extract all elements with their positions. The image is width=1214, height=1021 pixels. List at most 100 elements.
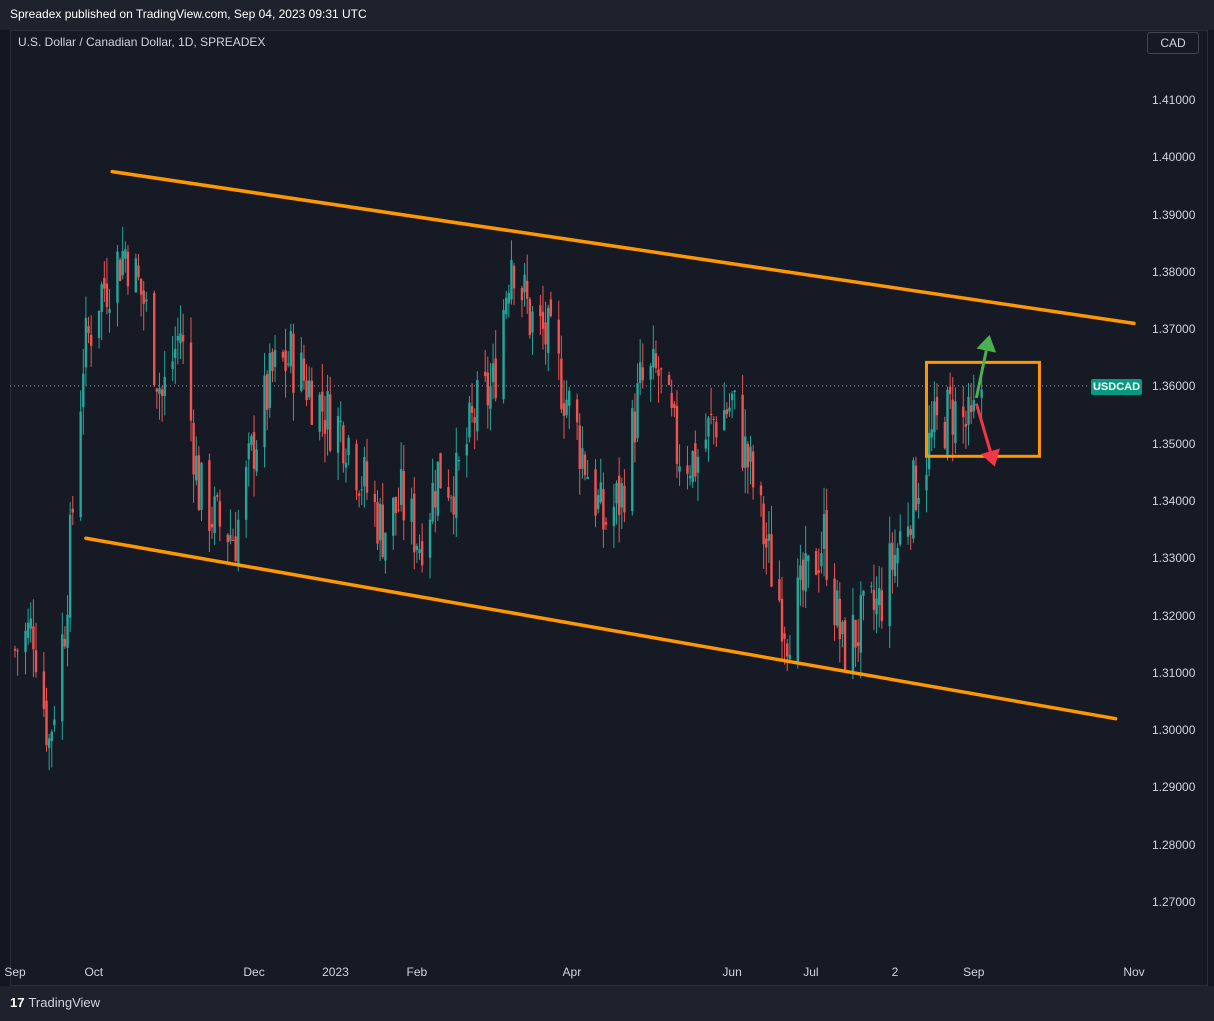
candle-body [300, 352, 303, 391]
price-tick-label: 1.35000 [1152, 436, 1196, 451]
arrow-up-shaft [974, 350, 988, 399]
candle-body [281, 352, 285, 358]
candle-body [906, 526, 910, 537]
symbol-title[interactable]: U.S. Dollar / Canadian Dollar, 1D, SPREA… [18, 35, 266, 49]
candle-body [657, 369, 660, 376]
candle-body [917, 497, 920, 504]
candle-body [909, 529, 912, 535]
candle-body [715, 421, 718, 438]
candle-body [336, 415, 340, 453]
candle-body [216, 495, 219, 497]
candle-body [360, 489, 363, 491]
candle-body [142, 290, 145, 304]
candle-body [247, 443, 250, 460]
candle-body [26, 622, 30, 638]
time-tick-label: 2023 [322, 965, 349, 979]
candle-body [473, 417, 476, 423]
candle-body [428, 519, 432, 558]
candle-body [859, 595, 863, 653]
candle-body [749, 446, 752, 462]
candle-body [271, 351, 274, 372]
candle-body [145, 299, 148, 302]
candle-body [878, 588, 881, 606]
price-tick-label: 1.34000 [1152, 494, 1196, 508]
candle-body [192, 422, 195, 475]
candle-body [617, 475, 621, 515]
candle-body [195, 455, 198, 481]
candle-body [302, 358, 306, 381]
candle-body [954, 401, 957, 444]
candle-body [491, 363, 495, 383]
candle-body [691, 451, 694, 483]
candle-body [457, 459, 461, 462]
candle-body [594, 469, 597, 516]
arrow-down-shaft [974, 403, 992, 452]
candle-body [544, 322, 547, 345]
candle-body [856, 642, 860, 646]
candle-body [712, 418, 715, 420]
candle-body [623, 485, 626, 513]
candle-body [200, 462, 203, 510]
candle-body [449, 497, 453, 499]
candle-body [45, 700, 48, 746]
candle-body [943, 421, 947, 449]
candle-body [862, 590, 865, 596]
candle-body [888, 543, 891, 627]
arrow-up-head [976, 334, 997, 353]
candle-body [237, 519, 240, 565]
candle-body [770, 534, 773, 587]
candle-body [914, 465, 918, 511]
candle-body [575, 399, 579, 423]
candle-body [158, 388, 161, 394]
bottom-bar [0, 986, 1214, 1021]
candle-body [139, 278, 143, 295]
candle-body [476, 380, 479, 432]
candle-body [893, 554, 897, 577]
currency-button[interactable]: CAD [1147, 32, 1199, 54]
candle-body [84, 317, 88, 368]
candle-body [520, 288, 524, 301]
candle-body [872, 589, 876, 610]
candle-body [709, 413, 713, 415]
candle-body [510, 259, 513, 300]
time-tick-label: Apr [562, 965, 582, 979]
price-tick-label: 1.41000 [1152, 93, 1196, 107]
candle-body [97, 310, 101, 339]
candle-body [838, 598, 842, 640]
candle-body [305, 380, 308, 401]
candle-body [470, 406, 474, 413]
candle-body [560, 358, 563, 410]
candle-body [762, 503, 765, 545]
candle-body [801, 559, 805, 591]
candle-body [79, 411, 82, 518]
candle-body [418, 549, 421, 554]
usdcad-price-badge: USDCAD [1091, 379, 1142, 395]
candle-body [71, 508, 74, 513]
candle-body [694, 443, 697, 477]
candle-body [723, 410, 726, 431]
candle-body [725, 409, 729, 415]
time-tick-label: Oct [84, 965, 104, 979]
candle-body [549, 299, 553, 316]
candle-body [468, 402, 471, 438]
time-tick-label: Sep [4, 965, 26, 979]
candle-body [118, 259, 122, 281]
candle-body [229, 535, 232, 542]
candle-body [505, 297, 508, 315]
channel-lower-line [84, 536, 1118, 721]
candle-body [539, 305, 542, 317]
price-tick-label: 1.30000 [1152, 723, 1196, 738]
price-tick-label: 1.40000 [1152, 150, 1196, 165]
arrow-down-head [980, 448, 1000, 467]
candle-body [455, 452, 458, 518]
candle-body [602, 489, 605, 530]
candle-body [688, 475, 692, 479]
candle-body [231, 539, 235, 541]
candle-body [318, 394, 321, 432]
range-box [924, 360, 1041, 458]
candle-body [820, 553, 823, 567]
candle-body [778, 579, 781, 601]
candle-body [604, 522, 608, 525]
tradingview-logo[interactable]: 17 TradingView [10, 995, 100, 1010]
